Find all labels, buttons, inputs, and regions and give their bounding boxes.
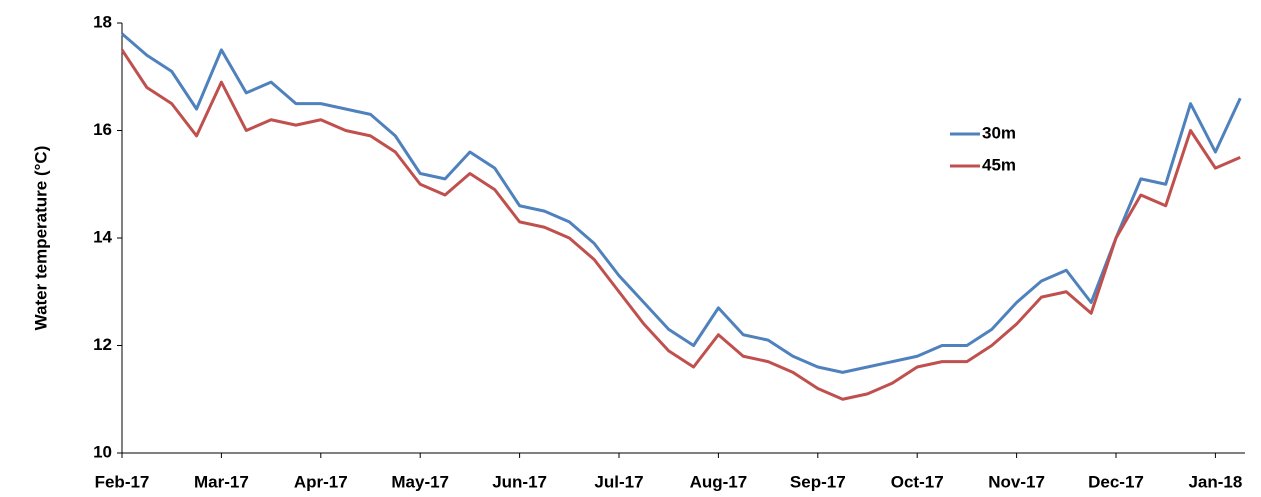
y-tick-label: 18 (93, 12, 112, 31)
line-series (120, 49, 1241, 401)
x-tick-label: Jan-18 (1188, 472, 1242, 491)
x-tick-label: Sep-17 (790, 472, 846, 491)
x-tick-label: Jun-17 (492, 472, 547, 491)
y-tick-label: 16 (93, 120, 112, 139)
x-tick-label: Aug-17 (690, 472, 748, 491)
x-tick-label: Oct-17 (891, 472, 944, 491)
y-tick-label: 12 (93, 335, 112, 354)
x-tick-label: Mar-17 (194, 472, 249, 491)
x-tick-label: Nov-17 (988, 472, 1045, 491)
x-tick-label: Feb-17 (95, 472, 150, 491)
y-tick-label: 14 (93, 227, 112, 246)
y-tick-label: 10 (93, 442, 112, 461)
y-axis-label: Water temperature (°C) (31, 146, 50, 331)
line-series (121, 32, 1242, 374)
x-tick-label: Apr-17 (294, 472, 348, 491)
x-tick-label: May-17 (391, 472, 449, 491)
x-tick-label: Dec-17 (1088, 472, 1144, 491)
legend-label: 30m (982, 123, 1016, 142)
x-tick-label: Jul-17 (594, 472, 643, 491)
legend-label: 45m (982, 155, 1016, 174)
